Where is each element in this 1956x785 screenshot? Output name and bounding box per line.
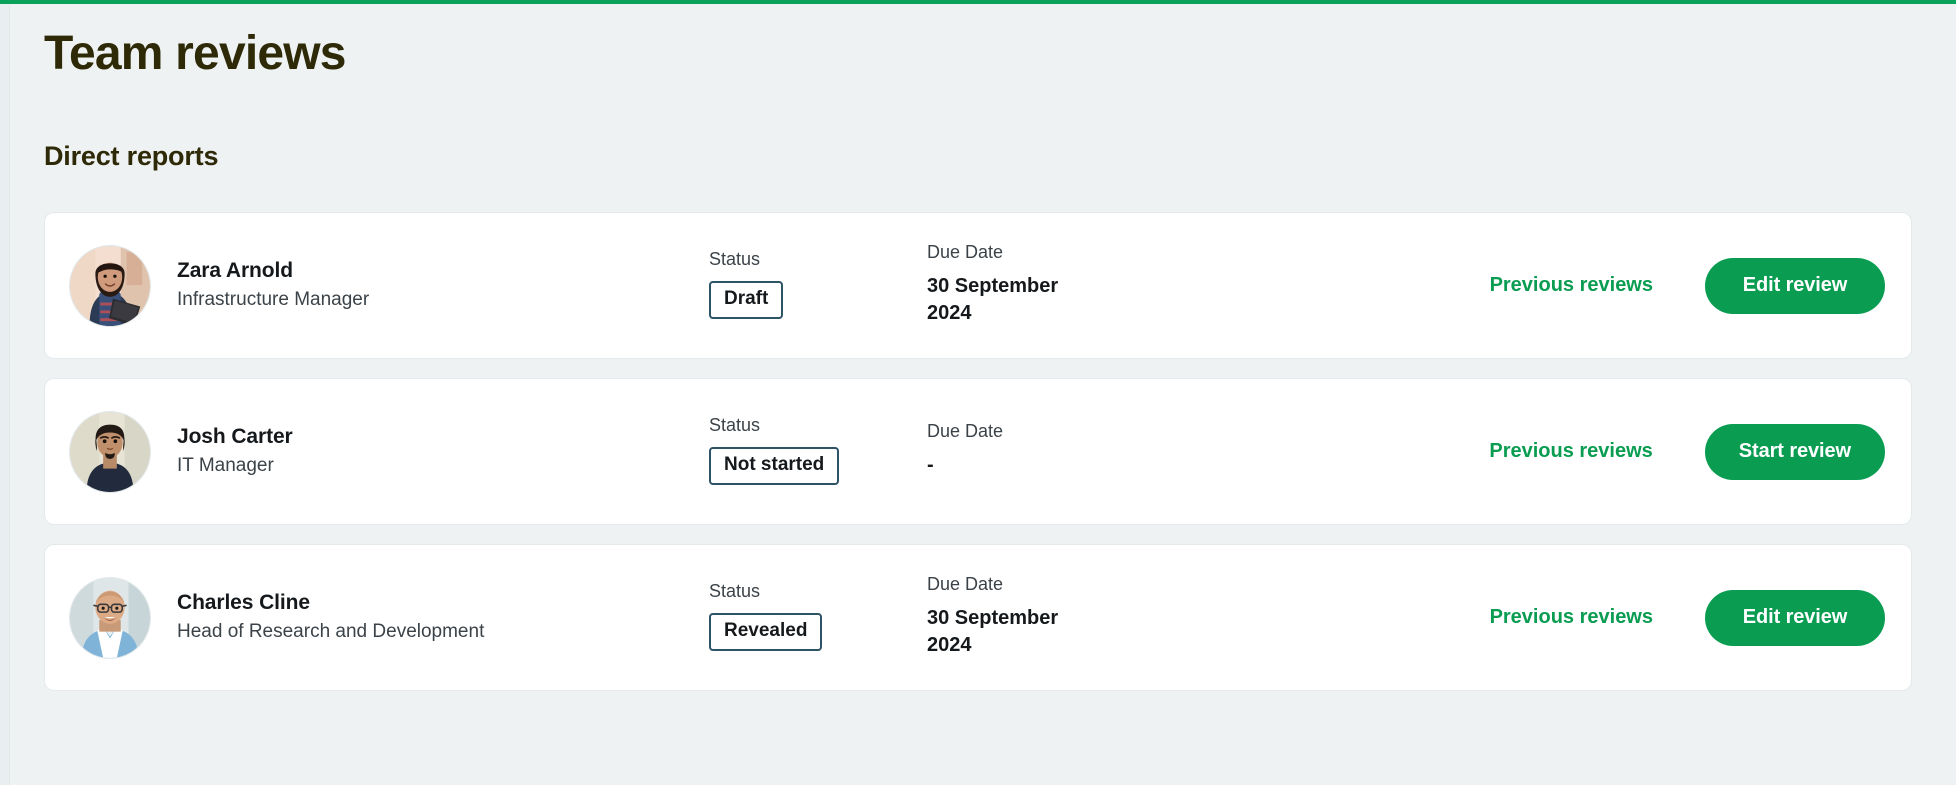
avatar — [69, 410, 151, 493]
previous-reviews-link[interactable]: Previous reviews — [1489, 274, 1653, 297]
person-text: Zara Arnold Infrastructure Manager — [177, 258, 369, 313]
person-block: Zara Arnold Infrastructure Manager — [69, 244, 709, 327]
row-actions: Previous reviews Edit review — [1489, 257, 1885, 314]
avatar — [69, 244, 151, 327]
table-row: Zara Arnold Infrastructure Manager Statu… — [44, 212, 1912, 360]
status-column: Status Draft — [709, 248, 927, 320]
status-column: Status Revealed — [709, 580, 927, 652]
status-label: Status — [709, 581, 761, 602]
status-badge: Draft — [709, 281, 784, 320]
status-badge: Not started — [709, 447, 840, 486]
due-date-label: Due Date — [927, 421, 1004, 442]
direct-reports-list: Zara Arnold Infrastructure Manager Statu… — [44, 212, 1912, 692]
due-date-value: 30 September 2024 — [927, 275, 1059, 324]
left-edge-rule — [0, 4, 10, 785]
avatar — [69, 576, 151, 659]
person-block: Josh Carter IT Manager — [69, 410, 709, 493]
section-title-direct-reports: Direct reports — [44, 141, 219, 172]
row-actions: Previous reviews Start review — [1489, 423, 1885, 480]
person-text: Charles Cline Head of Research and Devel… — [177, 590, 484, 645]
review-action-button[interactable]: Edit review — [1705, 589, 1885, 646]
previous-reviews-link[interactable]: Previous reviews — [1489, 440, 1653, 463]
due-date-value: - — [927, 454, 934, 477]
review-action-button[interactable]: Start review — [1704, 423, 1885, 480]
top-accent-bar — [0, 0, 1956, 4]
person-role: Head of Research and Development — [177, 621, 485, 643]
person-block: Charles Cline Head of Research and Devel… — [69, 576, 709, 659]
status-column: Status Not started — [709, 414, 927, 486]
status-label: Status — [709, 249, 761, 270]
person-text: Josh Carter IT Manager — [177, 424, 293, 479]
due-date-value: 30 September 2024 — [927, 607, 1059, 656]
review-action-button[interactable]: Edit review — [1705, 257, 1885, 314]
status-badge: Revealed — [709, 613, 823, 652]
previous-reviews-link[interactable]: Previous reviews — [1489, 606, 1653, 629]
due-date-column: Due Date 30 September 2024 — [927, 573, 1157, 659]
page-title: Team reviews — [44, 27, 347, 80]
person-name: Josh Carter — [177, 425, 293, 449]
due-date-label: Due Date — [927, 241, 1004, 262]
person-name: Charles Cline — [177, 591, 310, 615]
due-date-column: Due Date 30 September 2024 — [927, 241, 1157, 327]
status-label: Status — [709, 415, 761, 436]
table-row: Charles Cline Head of Research and Devel… — [44, 544, 1912, 692]
row-actions: Previous reviews Edit review — [1489, 589, 1885, 646]
due-date-label: Due Date — [927, 573, 1004, 594]
table-row: Josh Carter IT Manager Status Not starte… — [44, 378, 1912, 526]
person-name: Zara Arnold — [177, 259, 293, 283]
page-container: Team reviews Direct reports — [0, 4, 1956, 785]
person-role: IT Manager — [177, 455, 274, 477]
person-role: Infrastructure Manager — [177, 289, 370, 311]
due-date-column: Due Date - — [927, 420, 1157, 479]
